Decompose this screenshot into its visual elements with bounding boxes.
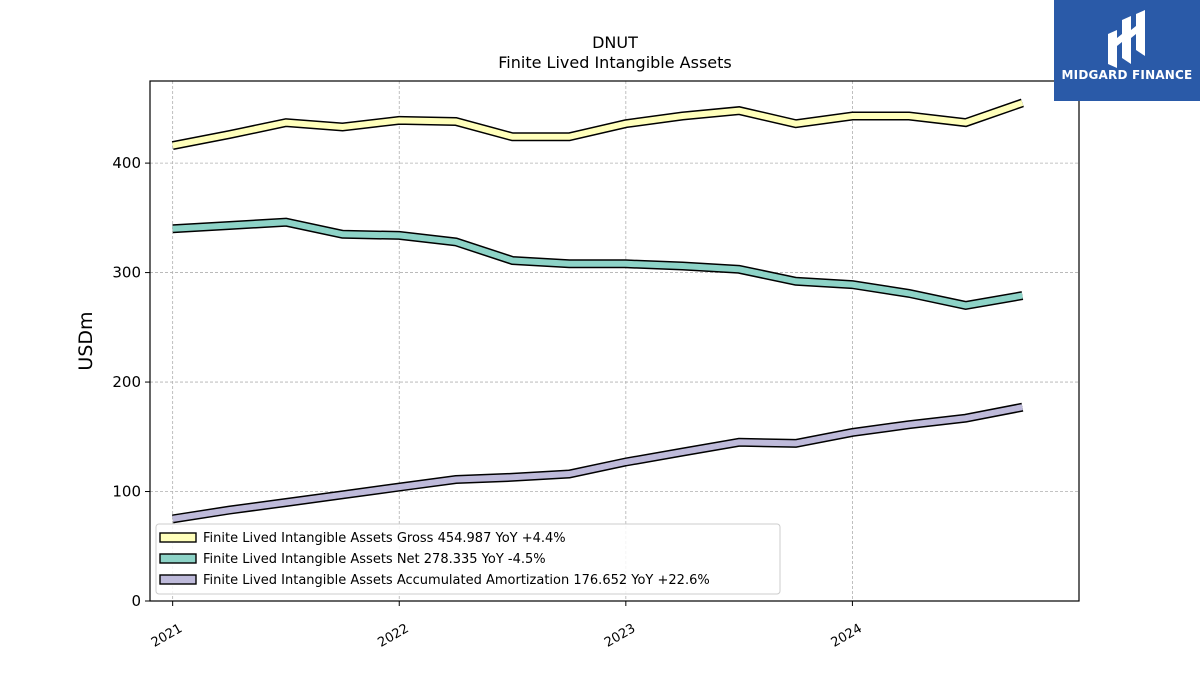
midgard-logo-icon [1108,10,1145,68]
brand-logo: MIDGARD FINANCE [1054,0,1200,101]
y-tick-label: 400 [112,154,141,172]
y-tick-label: 100 [112,483,141,501]
legend-box [155,523,781,595]
y-axis-label: USDm [75,311,97,370]
plot-frame [149,80,1080,602]
legend-swatch [159,574,197,585]
legend-entry: Finite Lived Intangible Assets Accumulat… [203,573,710,588]
series-line [172,100,1024,149]
brand-name: MIDGARD FINANCE [1061,68,1193,82]
y-tick-label: 200 [112,373,141,391]
x-tick-label: 2021 [149,621,185,651]
x-axis: 2021 2022 2023 2024 [149,601,865,651]
legend-entry: Finite Lived Intangible Assets Net 278.3… [203,552,546,567]
x-tick-label: 2024 [829,621,865,651]
grid [150,81,1079,602]
series-line [172,404,1023,522]
x-tick-label: 2022 [375,621,411,651]
chart-title: DNUT [592,33,638,52]
series-line [172,219,1023,309]
x-tick-label: 2023 [602,621,638,651]
chart-subtitle: Finite Lived Intangible Assets [498,53,731,72]
y-axis: 0 100 200 300 400 [112,154,150,610]
y-tick-label: 0 [131,592,141,610]
y-tick-label: 300 [112,264,141,282]
legend-entry: Finite Lived Intangible Assets Gross 454… [203,531,566,546]
series-layer [171,98,1024,524]
legend-swatch [159,553,197,564]
legend: Finite Lived Intangible Assets Gross 454… [155,523,781,595]
legend-swatch [159,532,197,543]
